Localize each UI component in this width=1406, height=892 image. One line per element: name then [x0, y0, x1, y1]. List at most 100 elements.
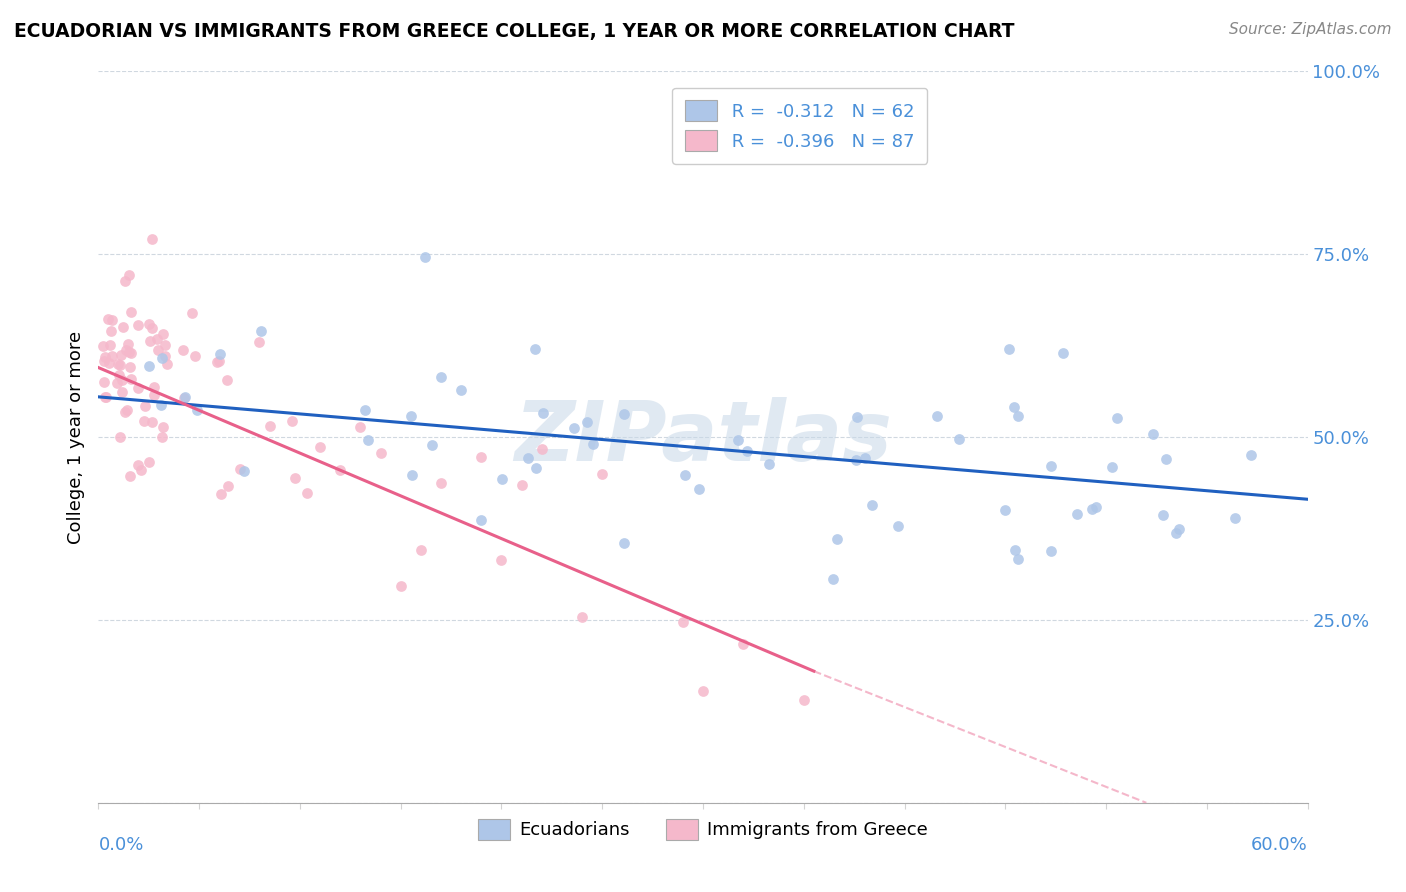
Point: [470, 513, 492, 527]
Point: [284, 471, 307, 485]
Point: [110, 359, 132, 373]
Point: [180, 306, 202, 320]
Point: [1107, 411, 1129, 425]
Point: [1154, 452, 1177, 467]
Point: [141, 232, 163, 246]
Point: [1240, 449, 1263, 463]
Point: [1142, 427, 1164, 442]
Point: [1039, 459, 1062, 474]
Point: [134, 414, 156, 428]
Point: [1066, 507, 1088, 521]
Point: [793, 693, 815, 707]
Point: [152, 326, 174, 341]
Point: [356, 433, 378, 447]
Point: [688, 482, 710, 496]
Point: [523, 343, 546, 357]
Text: 60.0%: 60.0%: [1251, 836, 1308, 854]
Point: [409, 543, 432, 558]
Text: ZIPatlas: ZIPatlas: [515, 397, 891, 477]
Point: [450, 383, 472, 397]
Point: [120, 304, 142, 318]
Point: [389, 579, 412, 593]
Point: [100, 324, 122, 338]
Point: [98, 337, 121, 351]
Point: [229, 462, 252, 476]
Point: [1225, 511, 1247, 525]
Point: [94, 391, 117, 405]
Point: [370, 446, 392, 460]
Point: [853, 450, 876, 465]
Point: [129, 463, 152, 477]
Point: [118, 345, 141, 359]
Point: [582, 437, 605, 451]
Point: [329, 463, 352, 477]
Point: [510, 477, 533, 491]
Point: [1085, 500, 1108, 514]
Point: [120, 346, 142, 360]
Point: [1101, 460, 1123, 475]
Point: [138, 359, 160, 374]
Point: [250, 324, 273, 338]
Point: [209, 487, 232, 501]
Point: [860, 498, 883, 512]
Point: [111, 385, 134, 400]
Point: [94, 350, 117, 364]
Point: [186, 402, 208, 417]
Point: [127, 381, 149, 395]
Text: ECUADORIAN VS IMMIGRANTS FROM GREECE COLLEGE, 1 YEAR OR MORE CORRELATION CHART: ECUADORIAN VS IMMIGRANTS FROM GREECE COL…: [14, 22, 1015, 41]
Point: [530, 442, 553, 456]
Point: [149, 398, 172, 412]
Point: [575, 415, 598, 429]
Point: [118, 359, 141, 374]
Point: [174, 390, 197, 404]
Point: [150, 351, 173, 365]
Point: [146, 343, 169, 357]
Point: [1039, 543, 1062, 558]
Point: [733, 637, 755, 651]
Point: [1168, 522, 1191, 536]
Point: [517, 450, 540, 465]
Point: [117, 337, 139, 351]
Point: [97, 312, 120, 326]
Point: [127, 318, 149, 333]
Point: [309, 440, 332, 454]
Point: [155, 338, 177, 352]
Point: [93, 353, 115, 368]
Point: [353, 402, 375, 417]
Point: [96, 391, 118, 405]
Point: [571, 609, 593, 624]
Point: [215, 373, 238, 387]
Point: [114, 405, 136, 419]
Point: [114, 343, 136, 358]
Point: [998, 342, 1021, 356]
Point: [93, 375, 115, 389]
Point: [531, 406, 554, 420]
Point: [846, 410, 869, 425]
Point: [948, 432, 970, 446]
Point: [422, 438, 444, 452]
Point: [153, 349, 176, 363]
Point: [143, 379, 166, 393]
Point: [141, 415, 163, 429]
Point: [173, 391, 195, 405]
Point: [108, 429, 131, 443]
Point: [295, 486, 318, 500]
Point: [232, 464, 254, 478]
Point: [613, 407, 636, 421]
Point: [108, 368, 131, 382]
Point: [727, 433, 749, 447]
Point: [927, 409, 949, 423]
Point: [430, 475, 453, 490]
Point: [172, 343, 194, 358]
Text: Source: ZipAtlas.com: Source: ZipAtlas.com: [1229, 22, 1392, 37]
Point: [127, 458, 149, 472]
Point: [491, 553, 513, 567]
Point: [491, 472, 513, 486]
Point: [120, 468, 142, 483]
Point: [105, 376, 128, 390]
Point: [993, 502, 1015, 516]
Point: [118, 268, 141, 282]
Point: [613, 536, 636, 550]
Point: [470, 450, 492, 464]
Point: [401, 467, 423, 482]
